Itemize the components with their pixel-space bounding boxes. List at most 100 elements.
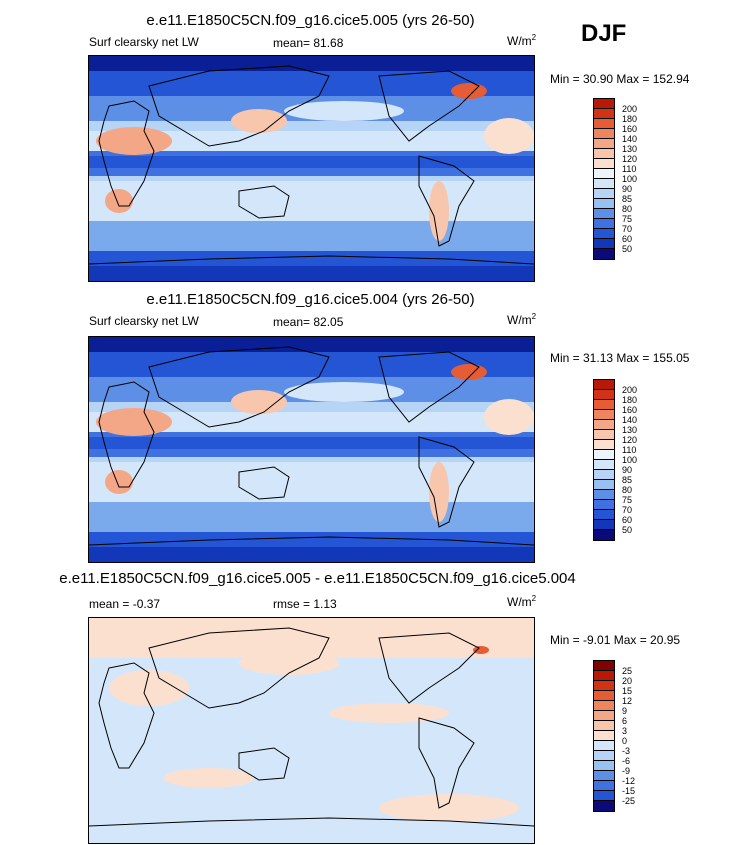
africa-outline <box>98 381 155 488</box>
season-label: DJF <box>581 20 627 47</box>
australia-outline <box>238 747 290 781</box>
panel1-colorbar <box>593 98 615 260</box>
panel2-colorbar-swatch <box>594 400 614 410</box>
continent-outlines <box>89 346 534 546</box>
itcz-core <box>89 156 534 168</box>
south-america-outline <box>418 717 475 809</box>
panel2-tick: 60 <box>622 515 633 525</box>
panel1-map-svg <box>89 56 534 281</box>
panel2-colorbar-swatch <box>594 390 614 400</box>
panel2-colorbar-swatch <box>594 510 614 520</box>
panel1-tick: 90 <box>622 184 633 194</box>
panel2-variable-label: Surf clearsky net LW <box>89 314 199 328</box>
arctic-diff-band <box>89 618 534 658</box>
kuroshio-warm <box>231 109 287 133</box>
panel3-tick: -3 <box>622 746 631 756</box>
africa-outline <box>98 100 155 207</box>
panel2-title: e.e11.E1850C5CN.f09_g16.cice5.004 (yrs 2… <box>146 291 475 308</box>
panel2-tick: 85 <box>622 475 633 485</box>
panel2-tick: 180 <box>622 395 638 405</box>
panel1-tick: 110 <box>622 164 637 174</box>
panel3-tick: 6 <box>622 716 628 726</box>
antarctica-outline <box>89 817 534 827</box>
arctic-core <box>89 337 534 352</box>
sahara-warm <box>96 408 172 436</box>
panel2-tick: 70 <box>622 505 633 515</box>
panel2-colorbar-swatch <box>594 450 614 460</box>
panel3-colorbar-swatch <box>594 721 614 731</box>
panel3-title: e.e11.E1850C5CN.f09_g16.cice5.005 - e.e1… <box>59 570 576 587</box>
panel1-tick: 140 <box>622 134 638 144</box>
south-africa-warm <box>105 470 133 494</box>
panel3-colorbar-swatch <box>594 791 614 801</box>
panel3-colorbar-swatch <box>594 731 614 741</box>
panel1-colorbar-swatch <box>594 119 614 129</box>
australia-outline <box>238 185 290 219</box>
panel2-minmax-label: Min = 31.13 Max = 155.05 <box>550 351 690 365</box>
panel3-colorbar-swatch <box>594 671 614 681</box>
panel2-colorbar-swatch <box>594 420 614 430</box>
africa-diff-warm <box>109 670 189 706</box>
atlantic-subtropics-warm <box>484 118 534 154</box>
panel2-tick: 100 <box>622 455 638 465</box>
antarctica-outline <box>89 536 534 546</box>
panel2-colorbar <box>593 379 615 541</box>
panel3-tick: 20 <box>622 676 633 686</box>
panel1-colorbar-swatch <box>594 229 614 239</box>
gulf-stream-diff <box>473 646 489 654</box>
continent-outlines <box>89 627 534 827</box>
kuroshio-warm <box>231 390 287 414</box>
australia-light <box>244 196 284 216</box>
panel2-colorbar-swatch <box>594 460 614 470</box>
panel2-colorbar-swatch <box>594 470 614 480</box>
panel1-colorbar-swatch <box>594 99 614 109</box>
south-africa-warm <box>105 189 133 213</box>
panel1-tick: 60 <box>622 234 633 244</box>
panel3-minmax-label: Min = -9.01 Max = 20.95 <box>550 633 681 647</box>
panel2-map <box>88 336 535 563</box>
panel2-tick: 120 <box>622 435 638 445</box>
continent-outlines <box>89 65 534 265</box>
panel3-map-svg <box>89 618 534 843</box>
panel2-colorbar-swatch <box>594 430 614 440</box>
indian-ocean-diff-warm <box>164 768 254 788</box>
north-america-outline <box>378 351 480 423</box>
panel1-map <box>88 55 535 282</box>
panel1-colorbar-swatch <box>594 149 614 159</box>
panel2-tick: 75 <box>622 495 633 505</box>
panel3-mean-label: mean = -0.37 <box>89 597 161 611</box>
panel3-tick: 12 <box>622 696 633 706</box>
panel3-tick: 9 <box>622 706 628 716</box>
australia-outline <box>238 466 290 500</box>
panel2-colorbar-swatch <box>594 440 614 450</box>
panel3-colorbar-swatch <box>594 781 614 791</box>
arctic-core <box>89 56 534 71</box>
panel2-colorbar-swatch <box>594 480 614 490</box>
panel1-tick: 85 <box>622 194 633 204</box>
eurasia-outline <box>148 627 330 709</box>
australia-light <box>244 477 284 497</box>
panel3-colorbar-swatch <box>594 691 614 701</box>
itcz-core <box>89 437 534 449</box>
panel2-tick: 130 <box>622 425 638 435</box>
andes-warm <box>429 181 449 241</box>
south-subtropics-band <box>89 181 534 221</box>
southern-ocean-diff-warm <box>379 794 519 822</box>
panel3-tick: -6 <box>622 756 631 766</box>
panel1-colorbar-swatch <box>594 139 614 149</box>
north-pacific-light <box>284 101 404 121</box>
panel3-colorbar-swatch <box>594 741 614 751</box>
panel2-colorbar-swatch <box>594 380 614 390</box>
panel1-tick: 50 <box>622 244 633 254</box>
panel1-tick: 75 <box>622 214 633 224</box>
panel3-colorbar-swatch <box>594 751 614 761</box>
panel1-tick: 70 <box>622 224 633 234</box>
panel1-tick: 180 <box>622 114 638 124</box>
panel2-colorbar-swatch <box>594 410 614 420</box>
panel2-mean-label: mean= 82.05 <box>273 315 344 329</box>
panel1-minmax-label: Min = 30.90 Max = 152.94 <box>550 72 690 86</box>
southern-ocean-band <box>89 502 534 532</box>
eurasia-outline <box>148 65 330 147</box>
panel1-title: e.e11.E1850C5CN.f09_g16.cice5.005 (yrs 2… <box>146 12 475 29</box>
sahara-warm <box>96 127 172 155</box>
